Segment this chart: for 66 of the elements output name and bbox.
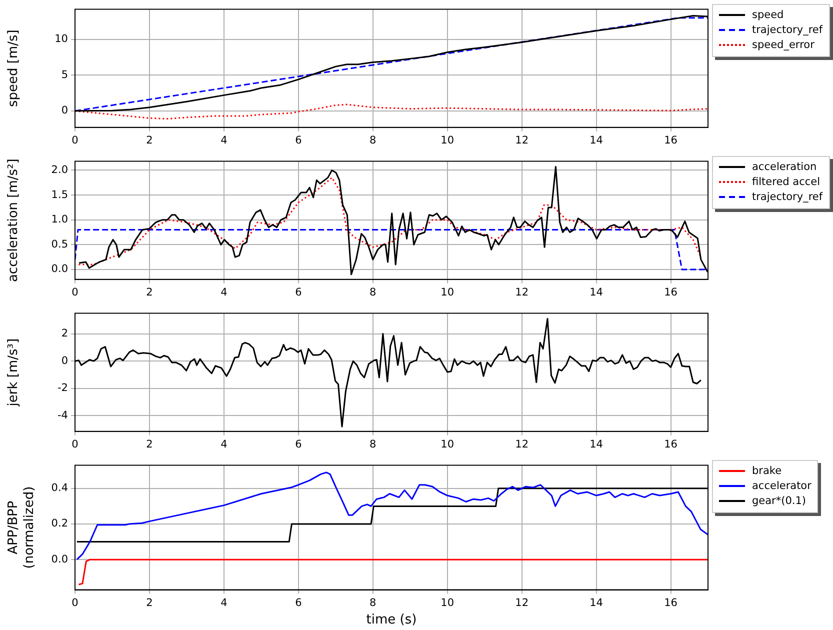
y-axis-title: jerk [m/s³] xyxy=(6,338,22,408)
x-tick-label: 4 xyxy=(220,596,228,609)
y-tick-label: 0 xyxy=(61,354,68,367)
x-tick-label: 4 xyxy=(220,286,228,298)
y-tick-label: 0.4 xyxy=(51,482,68,494)
x-tick-label: 6 xyxy=(295,286,302,298)
y-axis-title: speed [m/s] xyxy=(6,30,22,108)
y-tick-label: -2 xyxy=(58,382,68,394)
y-tick-label: 0.2 xyxy=(51,518,68,530)
x-tick-label: 0 xyxy=(72,438,78,450)
y-tick-label: 2 xyxy=(61,328,68,340)
x-tick-label: 8 xyxy=(370,286,376,298)
x-tick-label: 0 xyxy=(72,286,78,298)
x-tick-label: 6 xyxy=(295,596,302,609)
x-tick-label: 10 xyxy=(440,134,454,146)
x-tick-label: 4 xyxy=(220,134,228,146)
y-tick-label: 0.0 xyxy=(51,263,68,276)
x-tick-label: 0 xyxy=(72,596,78,609)
y-tick-label: 0.0 xyxy=(51,553,68,566)
x-tick-label: 10 xyxy=(440,438,454,450)
y-tick-label: 2.0 xyxy=(51,164,68,176)
line-series xyxy=(78,176,702,266)
y-tick-label: 5 xyxy=(61,68,68,81)
x-tick-label: 14 xyxy=(590,286,604,298)
y-tick-label: 1.5 xyxy=(51,188,68,201)
x-tick-label: 10 xyxy=(440,286,454,298)
x-tick-label: 6 xyxy=(295,134,302,146)
x-tick-label: 0 xyxy=(72,134,78,146)
x-tick-label: 12 xyxy=(515,286,529,298)
y-axis-title: acceleration [m/s²] xyxy=(6,158,22,282)
x-tick-label: 12 xyxy=(515,438,529,450)
x-tick-label: 12 xyxy=(515,596,529,609)
y-tick-label: 0.5 xyxy=(51,238,68,250)
x-tick-label: 2 xyxy=(146,596,153,609)
legend-label: filtered accel xyxy=(752,176,820,188)
x-tick-label: 16 xyxy=(664,134,678,146)
y-tick-label: 10 xyxy=(54,33,68,46)
x-tick-label: 2 xyxy=(146,438,153,450)
legend-label: trajectory_ref xyxy=(752,191,823,203)
x-tick-label: 8 xyxy=(370,596,376,609)
x-tick-label: 6 xyxy=(295,438,302,450)
y-axis-title: APP/BPP (normalized) xyxy=(6,486,37,569)
y-tick-label: -4 xyxy=(58,409,68,422)
x-tick-label: 2 xyxy=(146,134,153,146)
x-tick-label: 16 xyxy=(664,286,678,298)
x-tick-label: 16 xyxy=(664,596,678,609)
x-tick-label: 16 xyxy=(664,438,678,450)
x-tick-label: 2 xyxy=(146,286,153,298)
legend-label: accelerator xyxy=(752,480,812,492)
legend-label: acceleration xyxy=(752,161,817,173)
x-tick-label: 14 xyxy=(590,134,604,146)
x-tick-label: 8 xyxy=(370,438,376,450)
x-tick-label: 8 xyxy=(370,134,376,146)
x-tick-label: 12 xyxy=(515,134,529,146)
legend-label: speed xyxy=(752,9,784,21)
x-tick-label: 10 xyxy=(440,596,454,609)
legend-label: trajectory_ref xyxy=(752,24,823,36)
y-tick-label: 0 xyxy=(61,104,68,117)
legend-label: gear*(0.1) xyxy=(752,495,806,507)
x-tick-label: 14 xyxy=(590,438,604,450)
x-tick-label: 4 xyxy=(220,438,228,450)
x-tick-label: 14 xyxy=(590,596,604,609)
legend-label: speed_error xyxy=(752,39,814,51)
legend-label: brake xyxy=(752,465,782,477)
y-tick-label: 1.0 xyxy=(51,214,68,226)
x-axis-title: time (s) xyxy=(366,612,417,628)
